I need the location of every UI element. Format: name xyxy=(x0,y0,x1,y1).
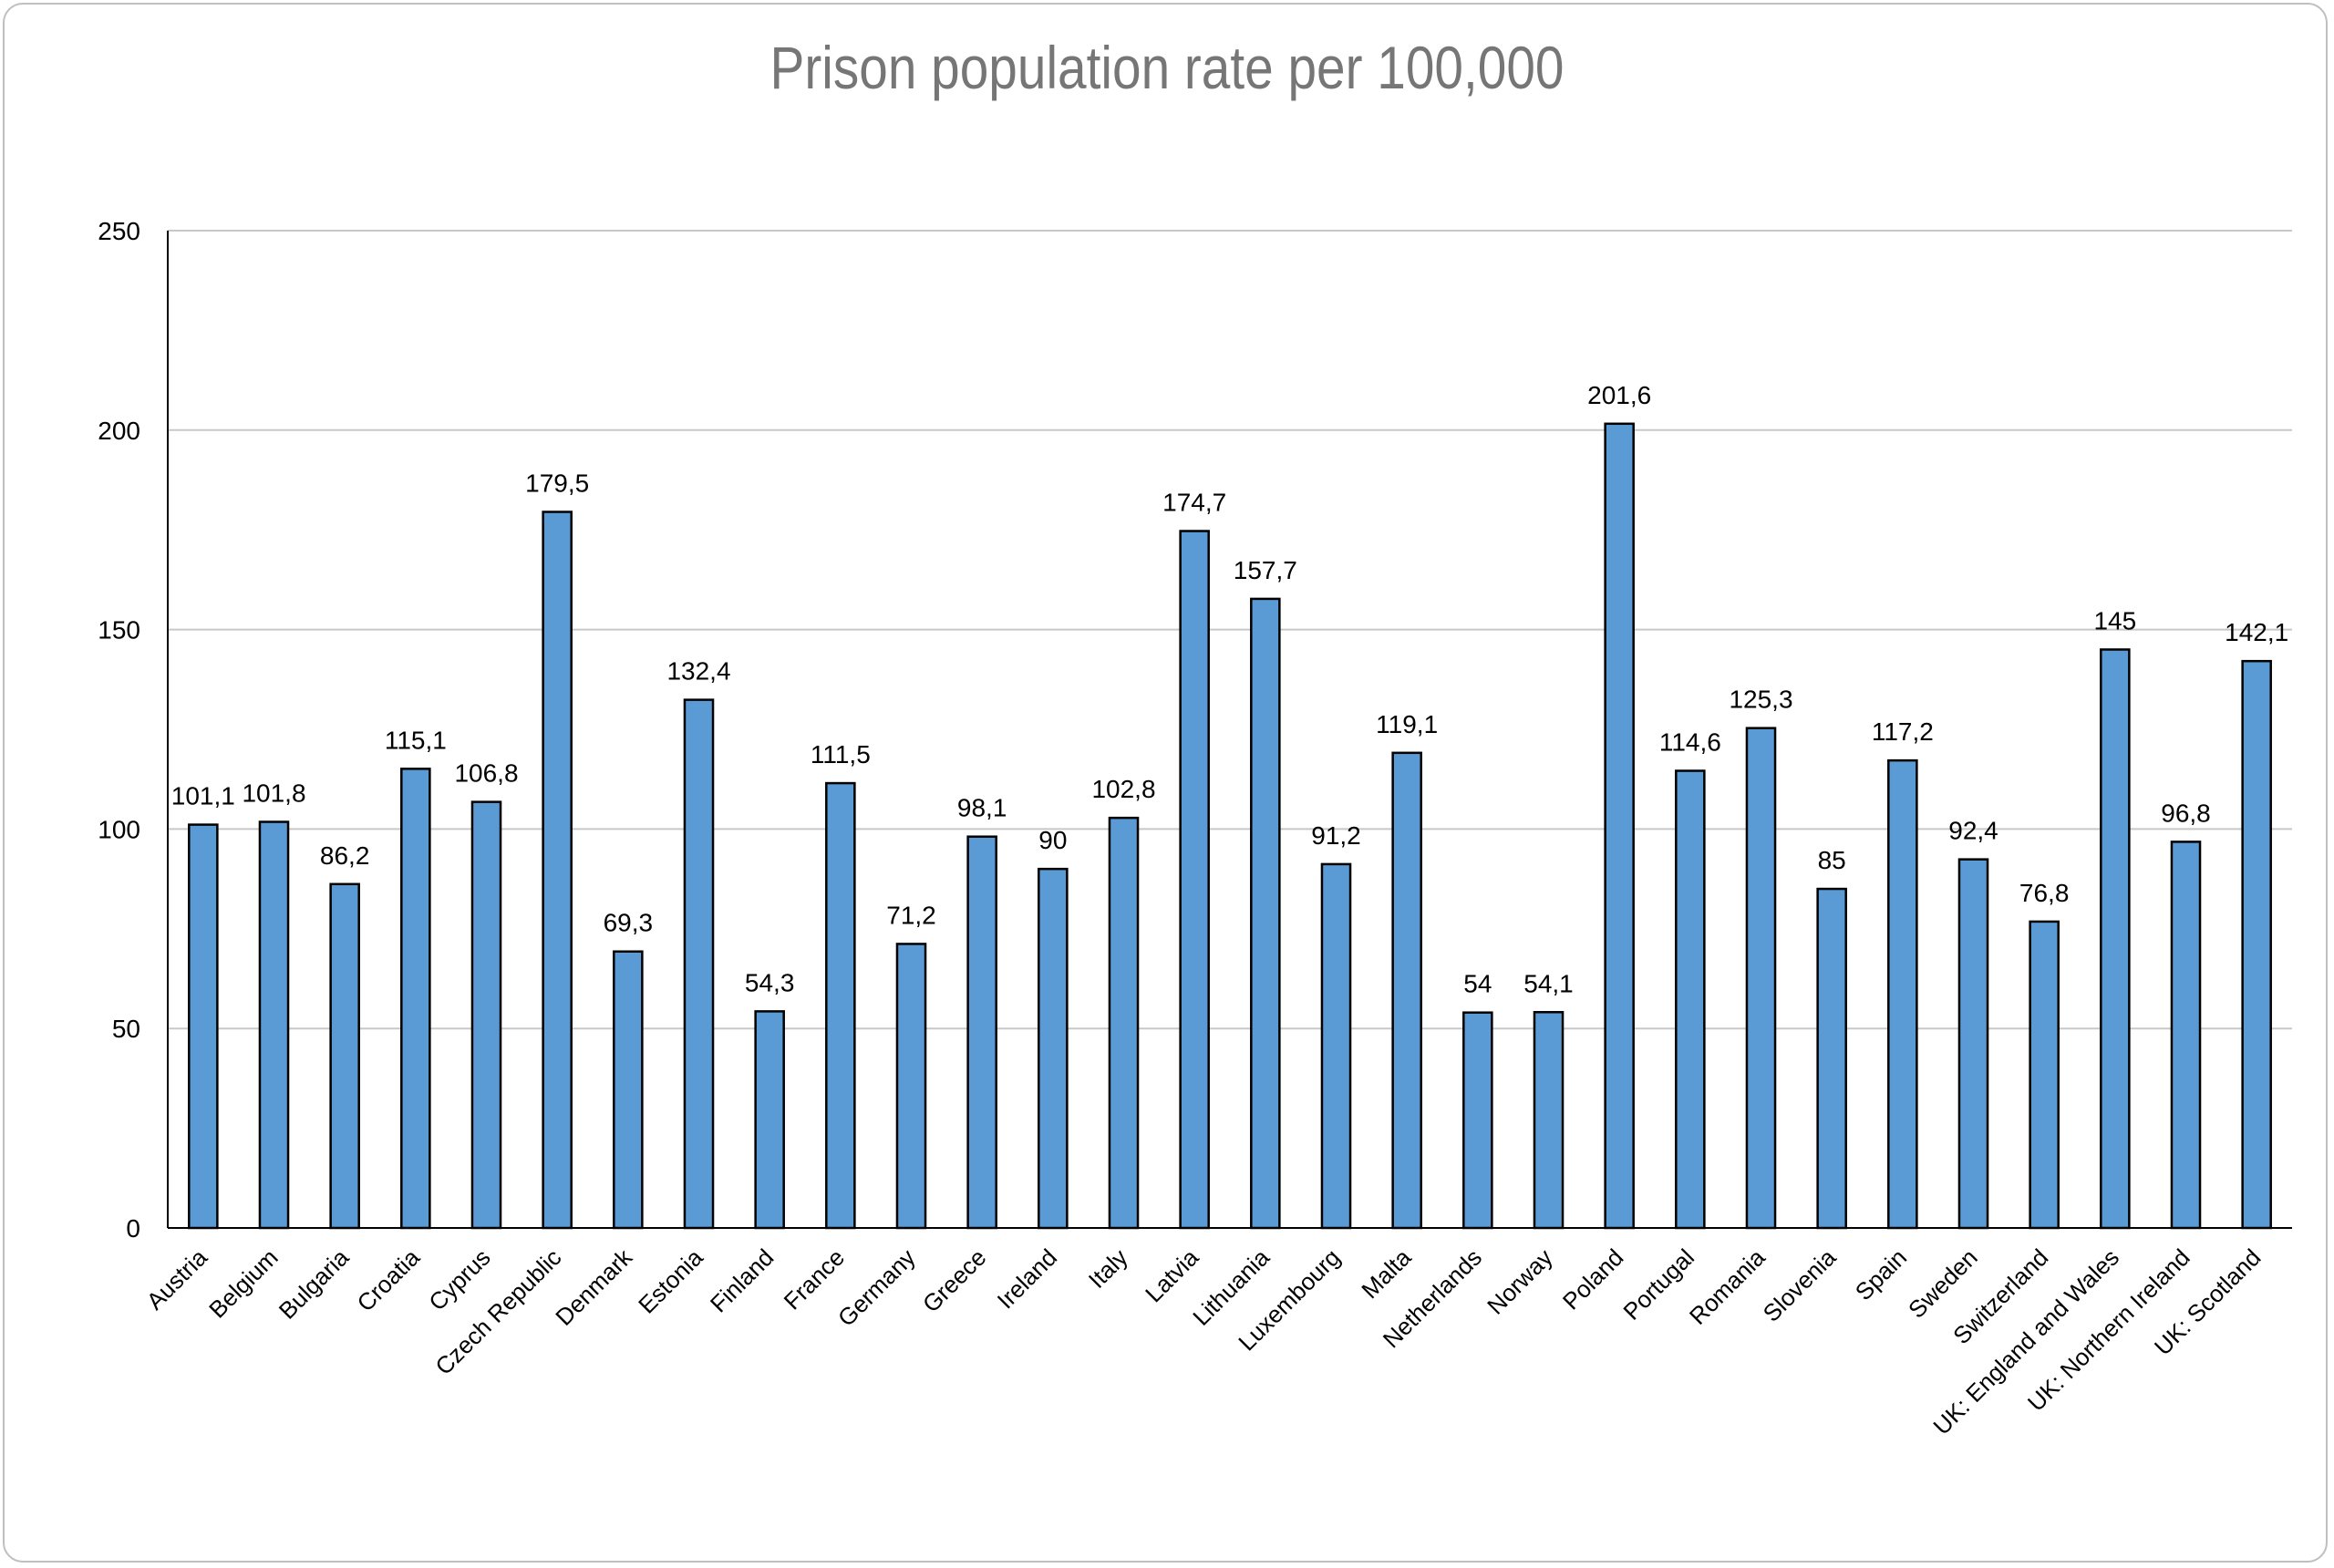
bar xyxy=(188,823,219,1230)
data-label: 102,8 xyxy=(1091,775,1155,803)
data-label: 106,8 xyxy=(454,759,518,788)
bar xyxy=(1320,862,1352,1230)
category-label: Italy xyxy=(1083,1243,1133,1294)
y-tick-label: 250 xyxy=(98,217,140,245)
gridlines xyxy=(168,230,2292,1030)
category-label: Slovenia xyxy=(1758,1243,1842,1327)
data-label: 76,8 xyxy=(2019,879,2070,907)
chart-frame xyxy=(3,3,2328,1563)
bar xyxy=(683,698,715,1230)
bar xyxy=(1957,858,1989,1230)
bar xyxy=(1604,422,1635,1230)
category-label: Romania xyxy=(1684,1243,1771,1330)
category-label: Croatia xyxy=(352,1243,426,1317)
category-label: Norway xyxy=(1482,1243,1558,1320)
bar xyxy=(1816,887,1847,1230)
y-tick-label: 100 xyxy=(98,815,140,843)
data-label: 91,2 xyxy=(1311,821,1361,850)
bar xyxy=(542,511,573,1230)
bar xyxy=(258,820,290,1230)
bar xyxy=(1391,751,1422,1230)
data-label: 201,6 xyxy=(1587,381,1651,409)
category-label: Finland xyxy=(705,1243,780,1318)
y-tick-label: 150 xyxy=(98,616,140,645)
category-label: Austria xyxy=(141,1243,213,1315)
bar xyxy=(470,800,502,1230)
category-label: Latvia xyxy=(1140,1243,1204,1308)
bar xyxy=(2241,659,2272,1230)
data-label: 85 xyxy=(1818,846,1846,874)
category-labels: AustriaBelgiumBulgariaCroatiaCyprusCzech… xyxy=(141,1243,2267,1439)
data-label: 54,3 xyxy=(745,968,795,996)
bar xyxy=(1675,769,1706,1230)
bar xyxy=(966,835,997,1230)
bar xyxy=(1038,867,1069,1230)
category-label: Denmark xyxy=(550,1243,638,1331)
data-label: 142,1 xyxy=(2225,618,2288,646)
data-label: 101,8 xyxy=(242,779,305,808)
data-label: 54 xyxy=(1463,970,1492,998)
data-label: 174,7 xyxy=(1162,489,1226,517)
data-label: 98,1 xyxy=(957,794,1007,822)
data-label: 119,1 xyxy=(1376,710,1438,738)
data-label: 54,1 xyxy=(1523,969,1574,997)
category-label: Bulgaria xyxy=(274,1243,355,1325)
data-label: 101,1 xyxy=(171,782,235,810)
data-label: 117,2 xyxy=(1872,717,1934,746)
data-label: 92,4 xyxy=(1948,817,1998,845)
category-label: Ireland xyxy=(992,1243,1062,1314)
data-label: 90 xyxy=(1038,826,1067,854)
category-label: Poland xyxy=(1557,1243,1628,1315)
bar xyxy=(1108,816,1140,1230)
y-tick-label: 0 xyxy=(126,1214,140,1243)
data-label: 157,7 xyxy=(1234,556,1297,584)
bar xyxy=(1462,1011,1493,1230)
category-label: France xyxy=(779,1243,850,1315)
bar xyxy=(1533,1011,1565,1230)
bar xyxy=(895,943,927,1230)
data-label: 96,8 xyxy=(2161,799,2211,827)
bar xyxy=(613,950,644,1230)
bar xyxy=(825,781,856,1230)
bar xyxy=(1179,530,1210,1230)
data-label: 86,2 xyxy=(320,841,370,870)
bars xyxy=(188,422,2272,1230)
data-label: 179,5 xyxy=(525,469,589,498)
bar xyxy=(2029,920,2060,1230)
bar xyxy=(400,768,431,1230)
category-label: Czech Republic xyxy=(429,1243,566,1380)
bar xyxy=(754,1010,785,1230)
category-label: Malta xyxy=(1356,1243,1417,1305)
data-label: 114,6 xyxy=(1659,728,1721,757)
category-label: Estonia xyxy=(633,1243,708,1319)
data-label: 115,1 xyxy=(385,726,447,754)
data-label: 71,2 xyxy=(886,901,936,929)
chart-title: Prison population rate per 100,000 xyxy=(769,34,1565,101)
bar xyxy=(2170,841,2202,1230)
y-tick-label: 200 xyxy=(98,417,140,445)
bar xyxy=(1250,597,1281,1230)
category-label: Greece xyxy=(917,1243,992,1318)
data-label: 111,5 xyxy=(811,740,871,769)
data-label: 132,4 xyxy=(666,657,730,686)
category-label: Belgium xyxy=(203,1243,284,1324)
bar xyxy=(1887,758,1918,1230)
y-tick-label: 50 xyxy=(112,1015,140,1043)
bar xyxy=(329,882,360,1230)
data-label: 125,3 xyxy=(1729,686,1792,714)
data-label: 69,3 xyxy=(604,909,654,937)
data-label: 145 xyxy=(2093,606,2136,634)
y-axis-ticks: 0 50 100 150 200 250 xyxy=(98,217,140,1243)
category-label: Spain xyxy=(1850,1243,1912,1305)
bar xyxy=(1745,727,1777,1230)
bar xyxy=(2100,648,2131,1230)
category-label: Germany xyxy=(832,1243,921,1332)
